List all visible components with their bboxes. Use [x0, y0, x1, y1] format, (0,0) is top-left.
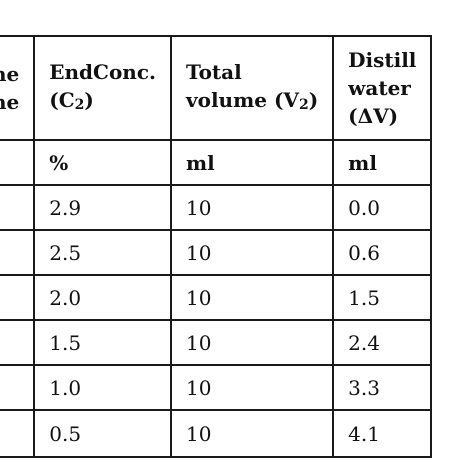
- header-c2-close: ): [84, 87, 94, 112]
- header-brine-volume: Brine ne: [0, 35, 36, 141]
- table-cell: [0, 319, 36, 366]
- header-row: Brine ne End Conc. (C2) Total volume (V2…: [0, 35, 433, 141]
- table-cell: [0, 409, 36, 458]
- header-v2-open: volume (V: [186, 87, 299, 112]
- table-cell: [0, 229, 36, 276]
- header-end-conc-line2: (C2): [49, 86, 156, 119]
- header-c2-open: (C: [49, 87, 75, 112]
- header-distilled-line3: (ΔV): [348, 104, 399, 128]
- units-row: % ml ml: [0, 139, 433, 186]
- dilution-table: Brine ne End Conc. (C2) Total volume (V2…: [0, 35, 433, 458]
- table-cell: 2.4: [332, 319, 433, 366]
- table-row: 2.0 10 1.5: [0, 274, 433, 321]
- unit-cell: %: [33, 139, 172, 186]
- header-distilled-water: Distill water (ΔV): [332, 35, 433, 141]
- header-brine-line1: Brine: [0, 62, 20, 86]
- header-total-volume: Total volume (V2): [169, 35, 335, 141]
- header-end-word: End: [49, 59, 94, 84]
- table-cell: 2.5: [33, 229, 172, 276]
- header-end-conc-line1: End Conc.: [49, 58, 156, 86]
- header-end-concentration: End Conc. (C2): [33, 35, 172, 141]
- table-cell: 10: [169, 319, 335, 366]
- table-cell: 2.0: [33, 274, 172, 321]
- unit-cell: ml: [332, 139, 433, 186]
- table-cell: 0.0: [332, 184, 433, 231]
- table-row: 1.5 10 2.4: [0, 319, 433, 366]
- table-cell: 0.6: [332, 229, 433, 276]
- table-cell: [0, 364, 36, 411]
- table-cell: 1.5: [33, 319, 172, 366]
- unit-cell: [0, 139, 36, 186]
- table-row: 0.5 10 4.1: [0, 409, 433, 458]
- header-distilled-line1: Distill: [348, 48, 417, 72]
- table-cell: 4.1: [332, 409, 433, 458]
- table-cell: 0.5: [33, 409, 172, 458]
- table-row: 1.0 10 3.3: [0, 364, 433, 411]
- header-conc-word: Conc.: [93, 59, 156, 84]
- header-total-line1: Total: [186, 59, 242, 84]
- header-brine-line2: ne: [0, 90, 20, 114]
- table-cell: 2.9: [33, 184, 172, 231]
- header-total-line2: volume (V2): [186, 86, 318, 119]
- table-cell: 1.5: [332, 274, 433, 321]
- table-cell: 1.0: [33, 364, 172, 411]
- table-row: 2.5 10 0.6: [0, 229, 433, 276]
- table-cell: 10: [169, 229, 335, 276]
- header-v2-close: ): [308, 87, 319, 112]
- unit-cell: ml: [169, 139, 335, 186]
- table-cell: 10: [169, 364, 335, 411]
- header-distilled-line2: water: [348, 76, 411, 100]
- table-row: 2.9 10 0.0: [0, 184, 433, 231]
- table-cell: [0, 184, 36, 231]
- header-v2-subscript: 2: [298, 96, 309, 113]
- table-cell: 10: [169, 184, 335, 231]
- table-cell: [0, 274, 36, 321]
- table-cell: 10: [169, 409, 335, 458]
- table-cell: 10: [169, 274, 335, 321]
- table-cell: 3.3: [332, 364, 433, 411]
- header-c2-subscript: 2: [74, 96, 85, 113]
